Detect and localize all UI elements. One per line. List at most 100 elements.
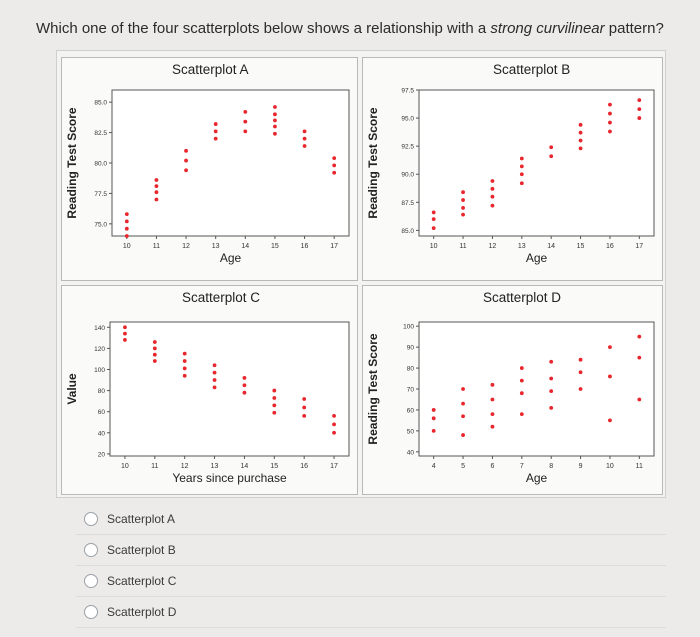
chart-d-y-tick-label: 40 [407, 449, 415, 456]
chart-b-x-tick-label: 11 [459, 243, 466, 250]
chart-c-x-tick-label: 14 [241, 463, 249, 470]
chart-a-x-tick-label: 11 [153, 243, 160, 250]
radio-button[interactable] [84, 543, 98, 557]
option-scatterplot-b[interactable]: Scatterplot B [76, 535, 666, 566]
chart-a-x-tick-label: 17 [330, 243, 338, 250]
chart-a-point [332, 163, 337, 168]
chart-a-plot: 10 11 12 13 14 15 16 17 75.0 77.5 80.0 82.5 85.0 Age R… [65, 89, 350, 265]
chart-a-point [273, 105, 277, 109]
chart-c-plot-area [109, 321, 350, 457]
chart-a-point [184, 168, 188, 173]
chart-b-point [519, 156, 524, 161]
chart-c-point [152, 359, 157, 363]
chart-b-point [608, 102, 612, 107]
chart-c-point [242, 383, 247, 388]
chart-b-x-tick-label: 17 [635, 243, 643, 250]
chart-a-x-tick-label: 15 [271, 243, 279, 250]
chart-d-point [461, 414, 465, 419]
chart-a-point [154, 184, 159, 189]
chart-a-y-axis-label: Reading Test Score [65, 107, 79, 218]
chart-a-point [154, 197, 159, 202]
chart-d-y-tick-label: 80 [407, 366, 415, 373]
chart-a-point [124, 226, 129, 231]
chart-a-point [243, 119, 248, 124]
chart-d-y-tick-label: 60 [407, 407, 415, 414]
chart-c-point [302, 405, 307, 410]
chart-a-x-tick-label: 10 [123, 243, 131, 250]
chart-a-x-tick-label: 16 [301, 243, 309, 250]
chart-a-point [124, 212, 129, 217]
scatterplot-c-panel: Scatterplot C 10 11 12 13 14 15 16 17 20 40 60 80 100… [61, 285, 358, 495]
chart-a-point [213, 136, 218, 141]
chart-c-point [123, 331, 127, 336]
chart-c-point [332, 422, 336, 427]
chart-b-point [461, 212, 465, 217]
radio-button[interactable] [84, 574, 98, 588]
chart-c-x-tick-label: 13 [211, 463, 219, 470]
chart-c-point [272, 388, 277, 393]
chart-c-x-tick-label: 17 [330, 463, 338, 470]
chart-c-x-tick-label: 15 [270, 463, 278, 470]
chart-c-point [272, 396, 277, 400]
answer-options: Scatterplot A Scatterplot B Scatterplot … [76, 504, 666, 628]
chart-d-y-tick-label: 70 [407, 387, 415, 394]
chart-d-x-tick-label: 4 [432, 463, 436, 470]
chart-d-y-tick-label: 50 [407, 428, 415, 435]
chart-c-point [182, 359, 187, 363]
chart-c-point [212, 378, 217, 382]
chart-c-y-tick-label: 140 [94, 325, 105, 332]
chart-c-point [242, 390, 247, 395]
chart-d-x-axis-label: Age [526, 471, 548, 485]
chart-a-point [332, 170, 337, 175]
option-label: Scatterplot A [107, 512, 176, 526]
chart-b-point [608, 129, 612, 134]
option-scatterplot-a[interactable]: Scatterplot A [76, 504, 666, 535]
chart-c-point [212, 363, 217, 368]
chart-b-y-tick-label: 87.5 [401, 200, 414, 207]
chart-a-x-tick-label: 12 [182, 243, 190, 250]
chart-c-point [272, 410, 277, 415]
chart-c-y-tick-label: 120 [94, 346, 105, 353]
chart-b-point [461, 198, 465, 202]
option-scatterplot-d[interactable]: Scatterplot D [76, 597, 666, 628]
chart-d-point [461, 401, 465, 406]
chart-a-point [213, 122, 218, 126]
chart-b-point [519, 181, 524, 186]
chart-d-y-axis-label: Reading Test Score [366, 333, 380, 444]
chart-c-point [212, 385, 217, 390]
question-emphasis: strong curvilinear [490, 20, 605, 37]
chart-c-point [212, 370, 217, 375]
chart-b-point [519, 164, 524, 169]
chart-d-point [549, 389, 554, 393]
chart-b-point [490, 203, 495, 208]
chart-d-plot-area [418, 321, 655, 457]
chart-d-x-tick-label: 6 [490, 463, 494, 470]
option-label: Scatterplot C [107, 574, 177, 588]
chart-b-point [490, 186, 495, 191]
chart-c-point [152, 352, 157, 357]
chart-d-point [637, 334, 642, 339]
chart-b-point [578, 146, 583, 151]
chart-c-point [332, 430, 336, 435]
chart-d-point [578, 357, 583, 362]
question-suffix: pattern? [604, 20, 664, 37]
chart-d-point [490, 424, 495, 429]
radio-button[interactable] [84, 605, 98, 619]
question-text: Which one of the four scatterplots below… [36, 20, 676, 37]
chart-c-point [302, 397, 307, 401]
chart-a-plot-area [111, 89, 350, 237]
chart-c-y-tick-label: 80 [98, 388, 106, 395]
chart-a-point [154, 190, 159, 195]
chart-a-point [302, 144, 307, 148]
chart-c-point [152, 346, 157, 351]
chart-b-point [578, 138, 583, 143]
option-scatterplot-c[interactable]: Scatterplot C [76, 566, 666, 597]
chart-d-title: Scatterplot D [483, 290, 562, 305]
chart-d-point [578, 370, 583, 375]
chart-b-y-axis-label: Reading Test Score [366, 107, 380, 218]
chart-b-point [637, 98, 642, 103]
chart-b-point [608, 111, 612, 116]
chart-b-point [637, 107, 642, 111]
chart-c-y-axis-label: Value [65, 373, 79, 405]
radio-button[interactable] [84, 512, 98, 526]
